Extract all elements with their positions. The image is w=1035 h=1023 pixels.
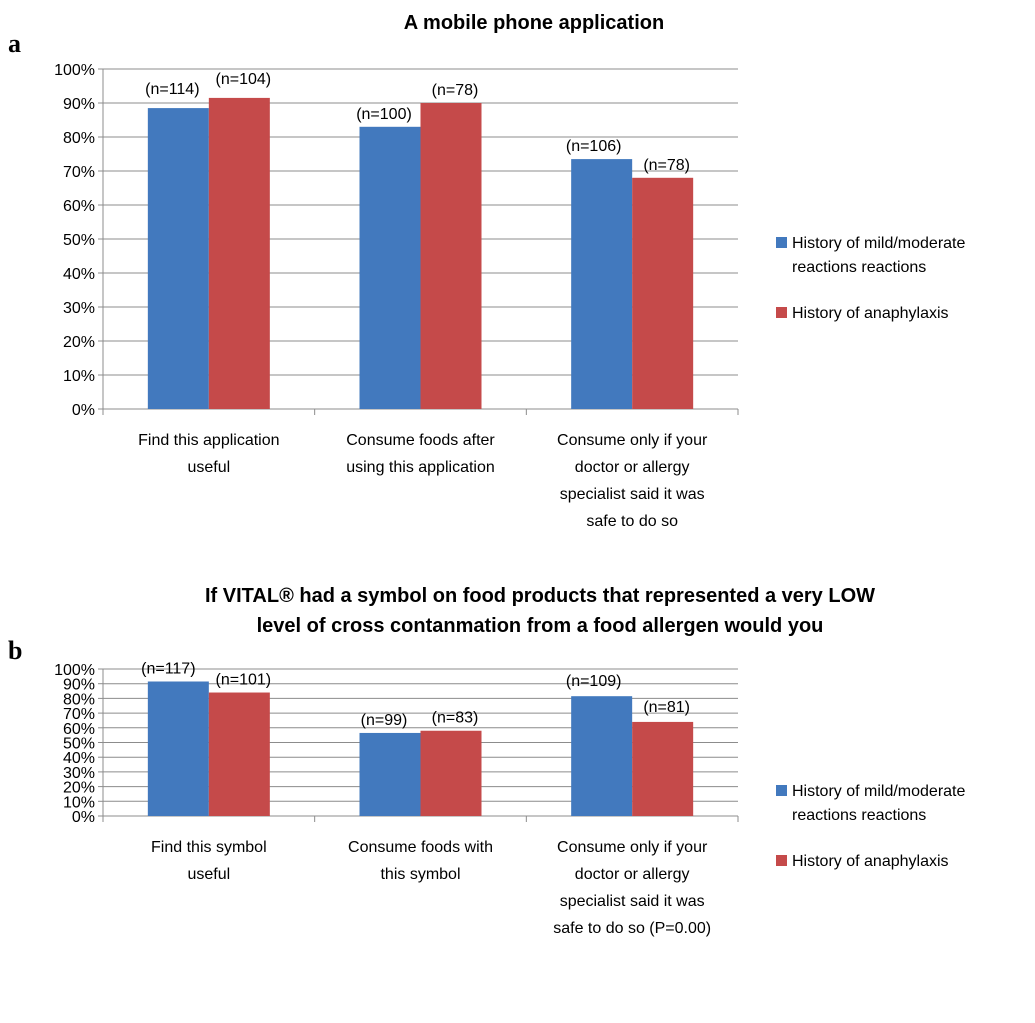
chart-title: level of cross contanmation from a food … bbox=[257, 615, 824, 637]
y-tick-label: 50% bbox=[63, 232, 95, 249]
data-label: (n=117) bbox=[141, 660, 195, 677]
legend-swatch bbox=[776, 307, 787, 318]
data-label: (n=81) bbox=[643, 699, 690, 716]
category-label: doctor or allergy bbox=[575, 459, 690, 476]
category-label: Consume only if your bbox=[557, 432, 708, 449]
category-label: specialist said it was bbox=[560, 893, 705, 910]
bar bbox=[359, 732, 421, 816]
y-tick-label: 90% bbox=[63, 677, 95, 694]
y-tick-label: 100% bbox=[54, 662, 95, 679]
y-tick-label: 80% bbox=[63, 691, 95, 708]
legend-label: History of mild/moderate bbox=[792, 783, 965, 800]
y-tick-label: 40% bbox=[63, 750, 95, 767]
y-tick-label: 70% bbox=[63, 164, 95, 181]
chart-title: A mobile phone application bbox=[404, 12, 664, 34]
bar bbox=[147, 681, 209, 816]
legend-label: History of mild/moderate bbox=[792, 235, 965, 252]
y-tick-label: 80% bbox=[63, 130, 95, 147]
y-tick-label: 40% bbox=[63, 266, 95, 283]
y-tick-label: 30% bbox=[63, 765, 95, 782]
legend-swatch bbox=[776, 237, 787, 248]
category-label: Consume only if your bbox=[557, 839, 708, 856]
y-tick-label: 90% bbox=[63, 96, 95, 113]
data-label: (n=78) bbox=[432, 82, 479, 99]
category-label: Consume foods after bbox=[346, 432, 495, 449]
category-label: safe to do so bbox=[586, 513, 678, 530]
category-label: Find this symbol bbox=[151, 839, 267, 856]
bar bbox=[420, 730, 482, 816]
category-label: useful bbox=[187, 459, 230, 476]
bar bbox=[571, 696, 633, 816]
data-label: (n=114) bbox=[145, 81, 199, 98]
data-label: (n=78) bbox=[643, 157, 690, 174]
chart-b: If VITAL® had a symbol on food products … bbox=[54, 585, 965, 937]
y-tick-label: 20% bbox=[63, 334, 95, 351]
legend-label: reactions reactions bbox=[792, 259, 926, 276]
y-tick-label: 70% bbox=[63, 706, 95, 723]
bar bbox=[208, 97, 270, 410]
bar bbox=[147, 108, 209, 409]
data-label: (n=101) bbox=[216, 672, 272, 689]
y-tick-label: 50% bbox=[63, 736, 95, 753]
category-label: using this application bbox=[346, 459, 495, 476]
data-label: (n=106) bbox=[566, 138, 622, 155]
data-label: (n=104) bbox=[216, 71, 272, 88]
category-label: this symbol bbox=[380, 866, 460, 883]
y-tick-label: 30% bbox=[63, 300, 95, 317]
legend-label: History of anaphylaxis bbox=[792, 305, 949, 322]
bar bbox=[420, 103, 482, 409]
category-label: doctor or allergy bbox=[575, 866, 690, 883]
chart-a: A mobile phone application 0% 10% 20% 30% 40%… bbox=[54, 12, 965, 530]
y-tick-label: 60% bbox=[63, 721, 95, 738]
bar bbox=[208, 692, 270, 816]
panel-letter-b: b bbox=[8, 636, 22, 665]
category-label: specialist said it was bbox=[560, 486, 705, 503]
y-tick-label: 100% bbox=[54, 62, 95, 79]
category-label: Consume foods with bbox=[348, 839, 493, 856]
y-tick-label: 60% bbox=[63, 198, 95, 215]
data-label: (n=109) bbox=[566, 673, 622, 690]
category-label: useful bbox=[187, 866, 230, 883]
bar bbox=[571, 159, 633, 409]
y-tick-label: 0% bbox=[72, 402, 95, 419]
y-tick-label: 10% bbox=[63, 368, 95, 385]
bar bbox=[359, 126, 421, 410]
data-label: (n=99) bbox=[361, 712, 408, 729]
legend-swatch bbox=[776, 785, 787, 796]
legend-swatch bbox=[776, 855, 787, 866]
panel-letter-a: a bbox=[8, 29, 21, 58]
category-label: safe to do so (P=0.00) bbox=[553, 920, 711, 937]
legend-label: reactions reactions bbox=[792, 807, 926, 824]
data-label: (n=100) bbox=[356, 106, 412, 123]
bar bbox=[632, 721, 694, 816]
bar bbox=[632, 177, 694, 409]
y-tick-label: 0% bbox=[72, 809, 95, 826]
chart-title: If VITAL® had a symbol on food products … bbox=[205, 585, 875, 607]
y-tick-label: 10% bbox=[63, 794, 95, 811]
y-tick-label: 20% bbox=[63, 780, 95, 797]
legend-label: History of anaphylaxis bbox=[792, 853, 949, 870]
category-label: Find this application bbox=[138, 432, 279, 449]
data-label: (n=83) bbox=[432, 710, 479, 727]
